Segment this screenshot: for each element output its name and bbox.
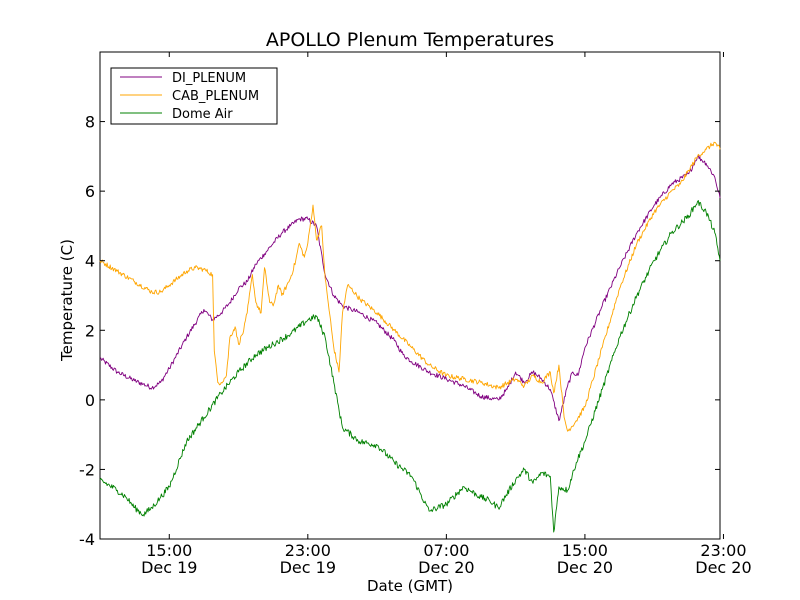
x-tick-date-label: Dec 19 bbox=[280, 558, 336, 577]
x-tick-time-label: 23:00 bbox=[700, 541, 746, 560]
x-tick-date-label: Dec 19 bbox=[141, 558, 197, 577]
chart-title: APOLLO Plenum Temperatures bbox=[266, 29, 554, 51]
y-tick-label: 8 bbox=[85, 113, 95, 132]
x-tick-date-label: Dec 20 bbox=[418, 558, 474, 577]
y-tick-label: 2 bbox=[85, 321, 95, 340]
legend: DI_PLENUM CAB_PLENUM Dome Air bbox=[110, 67, 278, 125]
plot-frame bbox=[99, 51, 721, 540]
x-tick-time-label: 15:00 bbox=[146, 541, 192, 560]
legend-label: CAB_PLENUM bbox=[172, 89, 259, 104]
y-tick-label: -2 bbox=[79, 460, 95, 479]
x-tick-time-label: 15:00 bbox=[562, 541, 608, 560]
x-axis-label: Date (GMT) bbox=[367, 577, 453, 595]
y-tick-label: 4 bbox=[85, 252, 95, 271]
x-tick-date-label: Dec 20 bbox=[695, 558, 751, 577]
y-tick-label: -4 bbox=[79, 530, 95, 549]
series-line-cab-plenum bbox=[99, 141, 721, 432]
y-tick-label: 0 bbox=[85, 391, 95, 410]
x-tick-time-label: 23:00 bbox=[285, 541, 331, 560]
series-line-di-plenum bbox=[99, 155, 721, 422]
x-tick-time-label: 07:00 bbox=[423, 541, 469, 560]
y-axis-label: Temperature (C) bbox=[58, 239, 76, 362]
legend-label: DI_PLENUM bbox=[172, 71, 246, 86]
series-line-dome-air bbox=[99, 200, 721, 533]
y-tick-label: 6 bbox=[85, 182, 95, 201]
legend-label: Dome Air bbox=[172, 107, 233, 122]
x-tick-date-label: Dec 20 bbox=[557, 558, 613, 577]
series-layer bbox=[99, 141, 721, 533]
